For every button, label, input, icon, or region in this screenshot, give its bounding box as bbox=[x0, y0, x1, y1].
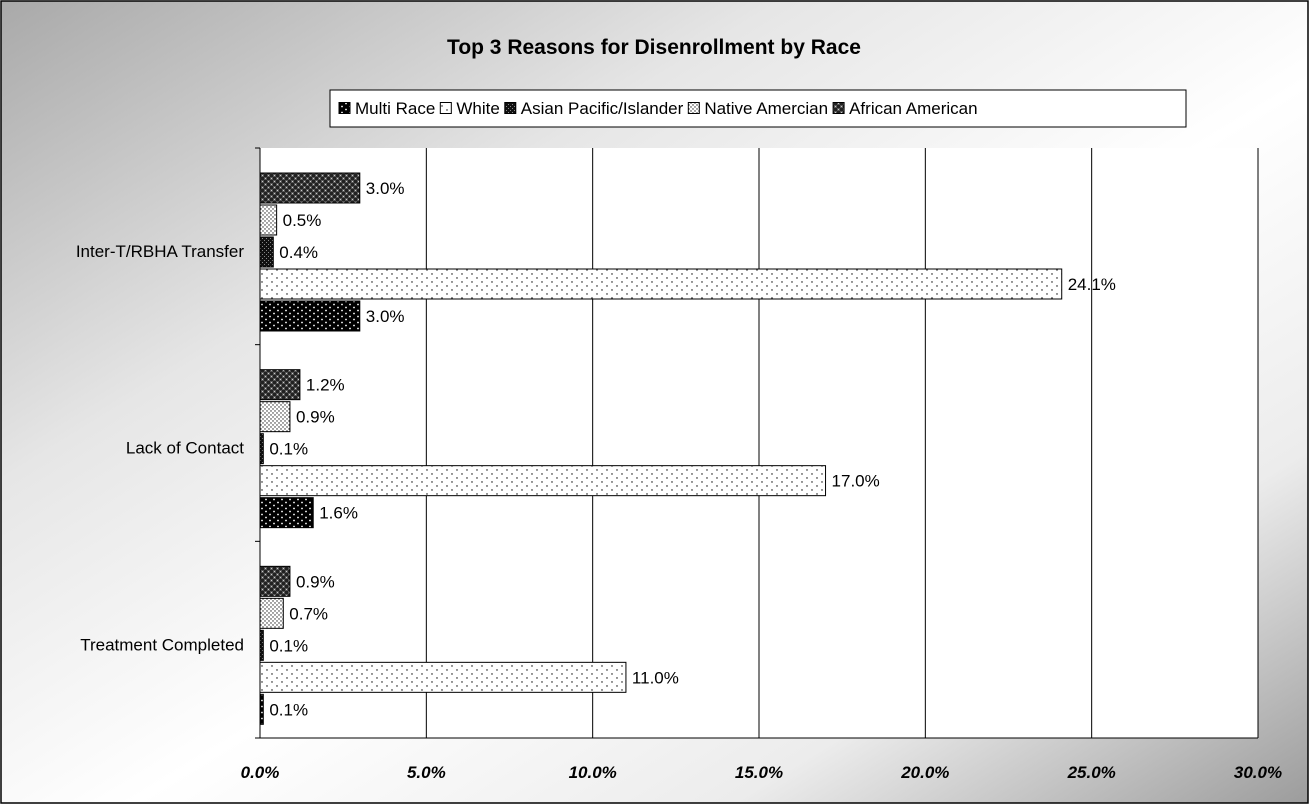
data-label-inter-t-rbha-transfer-african-american: 3.0% bbox=[366, 179, 405, 198]
data-label-lack-of-contact-african-american: 1.2% bbox=[306, 376, 345, 395]
data-label-treatment-completed-multi-race: 0.1% bbox=[269, 700, 308, 719]
category-label-lack-of-contact: Lack of Contact bbox=[126, 439, 244, 458]
x-tick-label-3: 15.0% bbox=[735, 763, 783, 782]
legend-label-white: White bbox=[456, 99, 499, 118]
legend-label-asian-pacific-islander: Asian Pacific/Islander bbox=[521, 99, 684, 118]
bar-lack-of-contact-african-american bbox=[259, 369, 301, 401]
bar-inter-t-rbha-transfer-white bbox=[259, 268, 1063, 300]
legend-label-native-amercian: Native Amercian bbox=[704, 99, 828, 118]
x-tick-label-4: 20.0% bbox=[900, 763, 949, 782]
legend-swatch-asian-pacific-islander bbox=[504, 102, 517, 114]
bar-inter-t-rbha-transfer-asian-pacific-islander bbox=[259, 236, 274, 268]
bar-inter-t-rbha-transfer-african-american bbox=[259, 172, 361, 204]
data-label-treatment-completed-white: 11.0% bbox=[632, 668, 679, 687]
data-label-lack-of-contact-native-amercian: 0.9% bbox=[296, 408, 335, 427]
data-label-inter-t-rbha-transfer-native-amercian: 0.5% bbox=[283, 211, 322, 230]
x-tick-label-0: 0.0% bbox=[241, 763, 280, 782]
legend: Multi Race White Asian Pacific/Islander Nat… bbox=[329, 89, 1187, 128]
data-label-inter-t-rbha-transfer-multi-race: 3.0% bbox=[366, 307, 405, 326]
x-tick-label-5: 25.0% bbox=[1067, 763, 1116, 782]
data-label-lack-of-contact-multi-race: 1.6% bbox=[319, 504, 358, 523]
x-tick-label-1: 5.0% bbox=[407, 763, 446, 782]
category-label-treatment-completed: Treatment Completed bbox=[80, 635, 244, 654]
plot-area: 3.0% 0.5% 0.4% 24.1% 3.0% 1.2% 0.9% 0.1% 17.0% 1.… bbox=[76, 147, 1282, 782]
x-tick-label-2: 10.0% bbox=[569, 763, 617, 782]
data-label-lack-of-contact-asian-pacific-islander: 0.1% bbox=[269, 440, 308, 459]
data-label-lack-of-contact-white: 17.0% bbox=[832, 472, 880, 491]
legend-swatch-multi-race bbox=[338, 102, 351, 114]
legend-swatch-native-amercian bbox=[687, 102, 700, 114]
bar-lack-of-contact-native-amercian bbox=[259, 401, 291, 433]
bar-treatment-completed-white bbox=[259, 661, 627, 693]
bar-lack-of-contact-white bbox=[259, 465, 827, 497]
bar-treatment-completed-african-american bbox=[259, 565, 291, 597]
data-label-inter-t-rbha-transfer-asian-pacific-islander: 0.4% bbox=[279, 243, 318, 262]
x-tick-label-6: 30.0% bbox=[1234, 763, 1282, 782]
legend-box bbox=[329, 89, 1187, 128]
bar-inter-t-rbha-transfer-multi-race bbox=[259, 300, 361, 332]
legend-swatch-white bbox=[439, 102, 452, 114]
data-label-treatment-completed-african-american: 0.9% bbox=[296, 572, 335, 591]
legend-label-multi-race: Multi Race bbox=[355, 99, 435, 118]
legend-swatch-african-american bbox=[832, 102, 845, 114]
bar-treatment-completed-native-amercian bbox=[259, 597, 284, 629]
category-label-inter-t-rbha-transfer: Inter-T/RBHA Transfer bbox=[76, 242, 244, 261]
data-label-inter-t-rbha-transfer-white: 24.1% bbox=[1068, 275, 1116, 294]
bar-lack-of-contact-multi-race bbox=[259, 497, 314, 529]
legend-label-african-american: African American bbox=[849, 99, 978, 118]
bar-inter-t-rbha-transfer-native-amercian bbox=[259, 204, 278, 236]
chart-title: Top 3 Reasons for Disenrollment by Race bbox=[447, 36, 861, 59]
data-label-treatment-completed-native-amercian: 0.7% bbox=[289, 604, 328, 623]
data-label-treatment-completed-asian-pacific-islander: 0.1% bbox=[269, 636, 308, 655]
